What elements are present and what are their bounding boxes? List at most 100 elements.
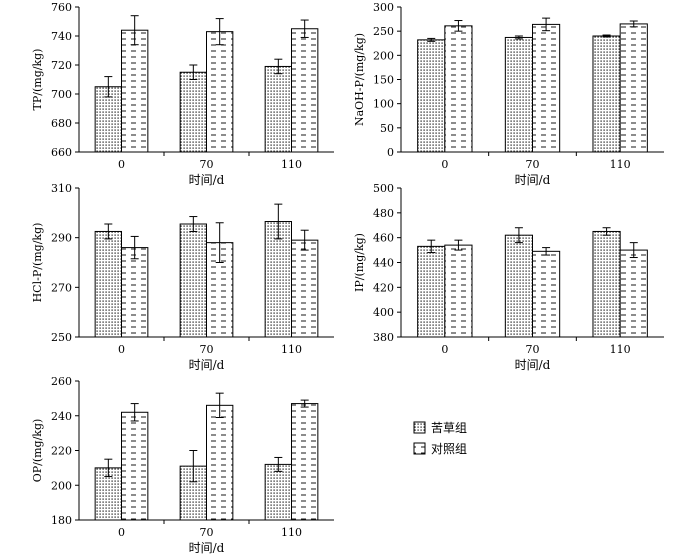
y-tick-label: 500	[373, 182, 394, 195]
y-tick-label: 380	[373, 331, 394, 344]
y-tick-label: 460	[373, 232, 394, 245]
legend-swatch-control	[413, 442, 426, 455]
x-tick-label: 110	[281, 158, 302, 171]
legend-item-sample: 苦草组	[413, 421, 467, 435]
y-tick-label: 760	[51, 1, 72, 14]
y-tick-label: 300	[373, 1, 394, 14]
bar-control	[121, 29, 149, 153]
y-tick-label: 0	[387, 146, 394, 159]
y-tick-label: 720	[51, 59, 72, 72]
error-bar	[274, 58, 283, 75]
error-bar	[602, 227, 611, 236]
y-axis-label: OP/(mg/kg)	[31, 419, 44, 483]
bar-control	[291, 239, 319, 338]
y-tick-label: 480	[373, 207, 394, 220]
x-tick-label: 70	[526, 158, 540, 171]
y-tick-label: 220	[51, 445, 72, 458]
error-bar	[427, 37, 436, 42]
y-tick-label: 240	[51, 410, 72, 423]
bar-sample	[417, 245, 446, 338]
bar-sample	[417, 39, 446, 153]
error-bar	[104, 223, 113, 240]
bar-sample	[179, 71, 207, 153]
x-tick-label: 70	[200, 343, 214, 356]
y-tick-label: 290	[51, 232, 72, 245]
chart-4: 380 400 420 440 460 480 500 IP/(mg/kg) 0 70 110 时间/…	[353, 182, 664, 372]
bar-control	[444, 244, 473, 338]
y-axis-label: HCl-P/(mg/kg)	[31, 223, 44, 303]
bar-control	[532, 23, 561, 153]
error-bar	[189, 450, 198, 483]
error-bar	[300, 19, 309, 38]
chart-5: 180 200 220 240 260 OP/(mg/kg) 0 70 110 时间/d	[31, 375, 334, 555]
bar-control	[206, 31, 234, 153]
x-tick-label: 0	[118, 526, 125, 539]
error-bar	[274, 203, 283, 240]
error-bar	[189, 64, 198, 80]
x-tick-label: 70	[526, 343, 540, 356]
x-axis-label: 时间/d	[189, 541, 225, 555]
x-tick-label: 0	[118, 343, 125, 356]
y-tick-label: 250	[373, 25, 394, 38]
x-tick-label: 70	[200, 158, 214, 171]
error-bar	[300, 229, 309, 251]
error-bar	[454, 20, 463, 32]
error-bar	[189, 216, 198, 232]
error-bar	[542, 17, 551, 32]
bar-control	[619, 23, 648, 153]
x-tick-label: 0	[441, 343, 448, 356]
x-tick-label: 70	[200, 526, 214, 539]
y-tick-label: 100	[373, 98, 394, 111]
error-bar	[514, 35, 523, 40]
bar-control	[619, 249, 648, 338]
error-bar	[104, 458, 113, 478]
bar-sample	[94, 230, 123, 338]
error-bar	[215, 392, 224, 418]
bar-sample	[592, 230, 621, 338]
chart-3: 250 270 290 310 HCl-P/(mg/kg) 0 70 110 时间/d	[31, 182, 334, 372]
error-bar	[629, 242, 638, 259]
y-tick-label: 50	[380, 122, 394, 135]
y-tick-label: 700	[51, 88, 72, 101]
y-tick-label: 660	[51, 146, 72, 159]
x-axis-label: 时间/d	[515, 358, 551, 372]
y-tick-label: 150	[373, 74, 394, 87]
error-bar	[130, 15, 139, 46]
bar-control	[291, 403, 319, 521]
y-axis-label: TP/(mg/kg)	[31, 49, 44, 111]
bar-control	[121, 247, 149, 338]
y-tick-label: 200	[373, 49, 394, 62]
y-axis-label: NaOH-P/(mg/kg)	[353, 33, 366, 126]
error-bar	[130, 235, 139, 260]
y-tick-label: 310	[51, 182, 72, 195]
y-tick-label: 260	[51, 375, 72, 388]
y-axis-label: IP/(mg/kg)	[353, 233, 366, 292]
error-bar	[274, 456, 283, 472]
legend-item-control: 对照组	[413, 442, 467, 456]
y-tick-label: 440	[373, 257, 394, 270]
chart-2: 0 50 100 150 200 250 300 NaOH-P/(mg/kg) 0 70 110 时间…	[353, 1, 664, 187]
error-bar	[629, 20, 638, 28]
error-bar	[130, 403, 139, 422]
bar-sample	[264, 65, 292, 153]
error-bar	[427, 239, 436, 254]
bar-sample	[592, 35, 621, 153]
error-bar	[602, 34, 611, 38]
legend: 苦草组 对照组	[413, 421, 467, 456]
x-tick-label: 110	[610, 343, 631, 356]
y-tick-label: 420	[373, 281, 394, 294]
x-tick-label: 110	[610, 158, 631, 171]
y-tick-label: 250	[51, 331, 72, 344]
chart-1: 660 680 700 720 740 760 TP/(mg/kg) 0 70 110 时间/d	[31, 1, 334, 187]
x-axis-label: 时间/d	[189, 358, 225, 372]
error-bar	[300, 399, 309, 408]
legend-swatch-sample	[413, 421, 426, 434]
bar-sample	[504, 234, 533, 338]
bar-sample	[264, 221, 292, 338]
x-tick-label: 0	[118, 158, 125, 171]
error-bar	[454, 239, 463, 251]
y-tick-label: 200	[51, 479, 72, 492]
y-tick-label: 400	[373, 306, 394, 319]
bar-control	[444, 25, 473, 153]
